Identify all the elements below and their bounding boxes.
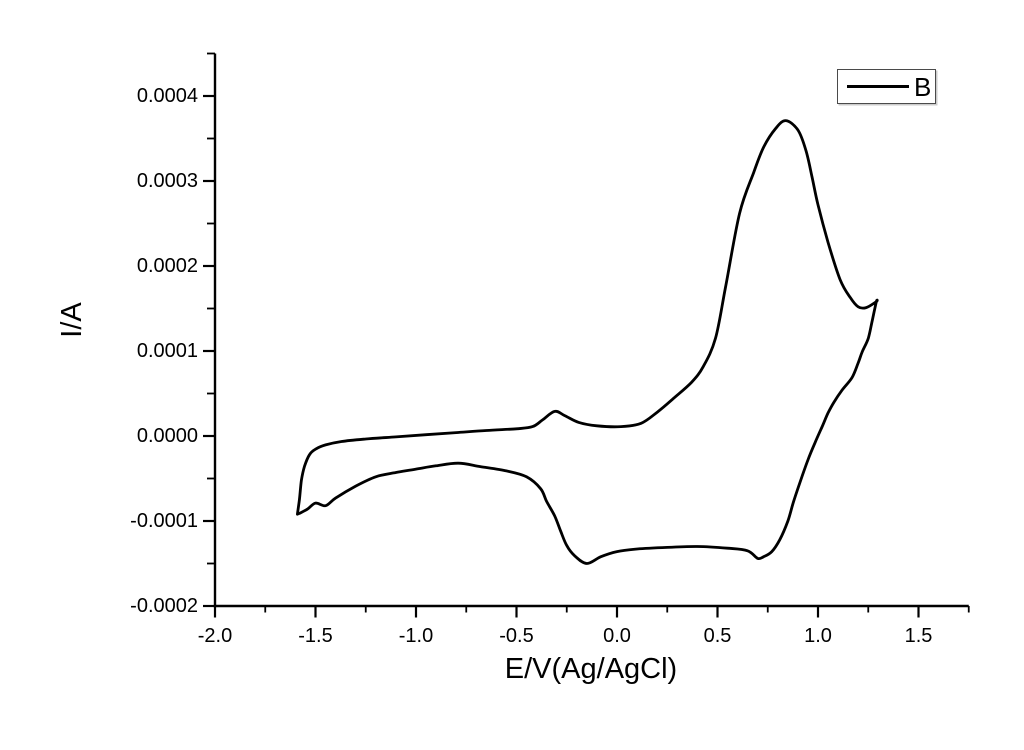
y-axis-title: I/A	[55, 302, 88, 338]
cv-curve	[296, 119, 879, 565]
x-axis-title: E/V(Ag/AgCl)	[504, 653, 678, 685]
legend-line-sample	[847, 85, 909, 88]
legend-label: B	[914, 71, 932, 102]
legend: B	[837, 69, 936, 104]
